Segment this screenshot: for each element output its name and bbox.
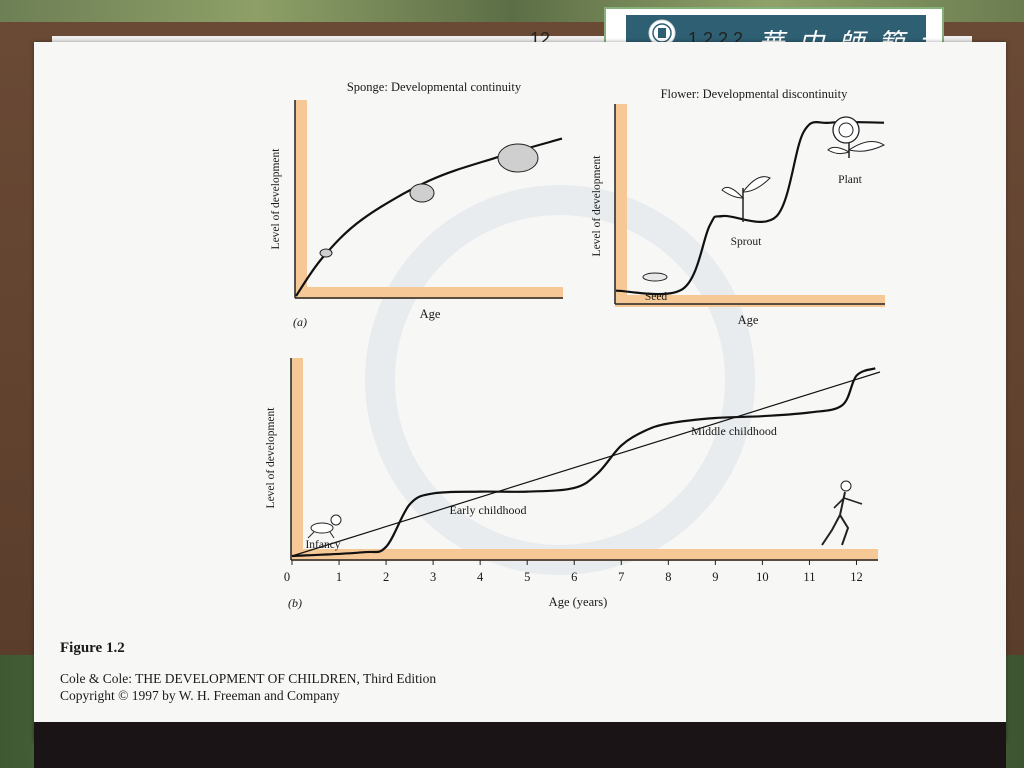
slide-top-strip	[52, 36, 972, 46]
x-tick-label: 3	[430, 570, 436, 584]
x-tick-label: 5	[524, 570, 530, 584]
panel-title: Flower: Developmental discontinuity	[661, 87, 849, 101]
x-tick-label: 8	[665, 570, 671, 584]
stage-label-plant: Plant	[838, 174, 862, 186]
panel-label: (b)	[288, 596, 302, 610]
seed-icon	[642, 272, 668, 282]
x-tick-label: 4	[477, 570, 484, 584]
x-tick-label: 2	[383, 570, 389, 584]
sponge-small-icon	[319, 248, 333, 258]
x-tick-label: 10	[756, 570, 769, 584]
stage-label-seed: Seed	[645, 291, 668, 303]
x-tick-label: 11	[803, 570, 815, 584]
y-axis-band	[295, 100, 307, 298]
panel-label: (a)	[293, 315, 307, 329]
running-child-icon	[821, 480, 863, 546]
panel-sponge: Sponge: Developmental continuity Level o…	[270, 80, 563, 329]
x-tick-label: 1	[336, 570, 342, 584]
logo-text: 華中師範大學	[758, 29, 942, 47]
x-axis-band	[291, 549, 878, 561]
y-axis-band	[291, 358, 303, 558]
sponge-medium-icon	[409, 183, 435, 203]
logo-banner: 華中師範大學	[626, 15, 942, 45]
stage-label-middle-childhood: Middle childhood	[691, 424, 777, 438]
figure-caption-title: Figure 1.2	[60, 640, 125, 656]
panel-ages: 0 1 2 3 4 5 6 7 8 9 10 11 12 Level of development Ag…	[265, 358, 881, 610]
x-axis-label: Age (years)	[549, 595, 608, 609]
x-tick-label: 9	[712, 570, 718, 584]
stage-curve	[291, 367, 876, 558]
x-axis-label: Age	[420, 307, 441, 321]
stage-label-early-childhood: Early childhood	[450, 503, 527, 517]
sprout-icon	[721, 176, 771, 222]
sponge-large-icon	[497, 143, 539, 173]
panel-title: Sponge: Developmental continuity	[347, 80, 522, 94]
panel-flower: Flower: Developmental discontinuity Leve…	[591, 87, 886, 327]
stage-label-infancy: Infancy	[305, 539, 340, 551]
watermark-seal	[365, 185, 755, 575]
plant-flower-icon	[827, 116, 886, 158]
y-axis-label: Level of development	[265, 407, 277, 509]
x-tick-label: 7	[618, 570, 624, 584]
x-axis-label: Age	[738, 313, 759, 327]
y-axis-band	[615, 104, 627, 304]
figure-caption-source: Cole & Cole: THE DEVELOPMENT OF CHILDREN…	[60, 671, 437, 686]
seal-icon	[648, 19, 676, 45]
discontinuity-curve	[615, 120, 885, 296]
x-axis-band	[295, 287, 563, 299]
y-axis-label: Level of development	[591, 155, 603, 257]
crawling-baby-icon	[307, 514, 342, 539]
x-tick-label: 6	[571, 570, 577, 584]
figure-caption-copyright: Copyright © 1997 by W. H. Freeman and Co…	[60, 688, 340, 703]
x-axis-ticks: 0 1 2 3 4 5 6 7 8 9 10 11 12	[284, 560, 863, 584]
y-axis-label: Level of development	[270, 148, 282, 250]
continuous-trend-line	[291, 371, 881, 557]
x-tick-label: 0	[284, 570, 290, 584]
stage-label-sprout: Sprout	[731, 236, 762, 248]
x-tick-label: 12	[850, 570, 863, 584]
slide-footer-bar	[34, 722, 1006, 768]
